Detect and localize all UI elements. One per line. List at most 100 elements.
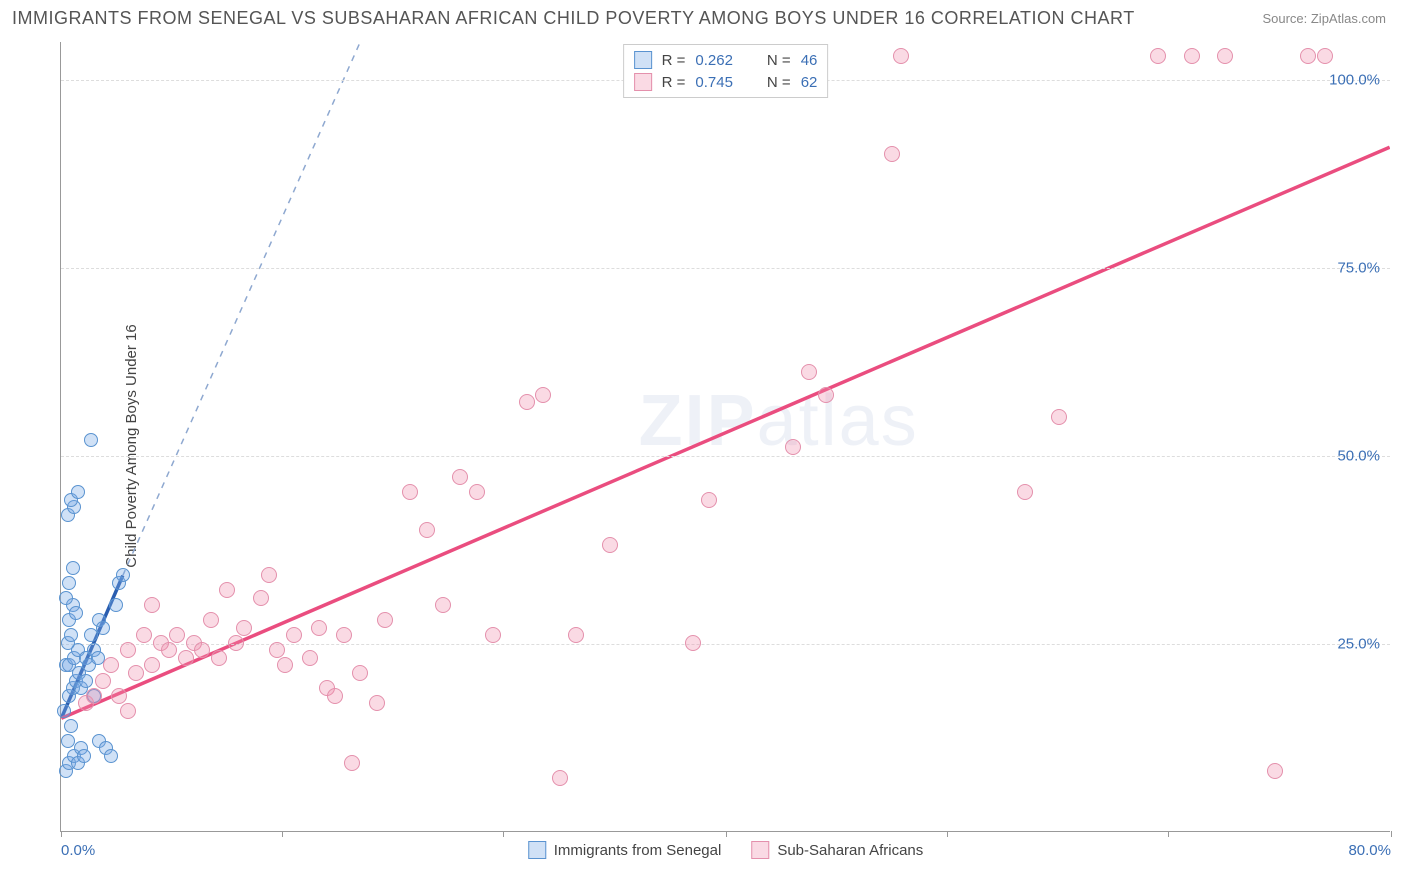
data-point xyxy=(61,734,75,748)
data-point xyxy=(685,635,701,651)
data-point xyxy=(369,695,385,711)
data-point xyxy=(64,628,78,642)
data-point xyxy=(1184,48,1200,64)
data-point xyxy=(519,394,535,410)
x-tick xyxy=(1168,831,1169,837)
data-point xyxy=(116,568,130,582)
y-tick-label: 100.0% xyxy=(1329,71,1380,88)
data-point xyxy=(144,597,160,613)
data-point xyxy=(1051,409,1067,425)
source-label: Source: ZipAtlas.com xyxy=(1262,11,1386,26)
data-point xyxy=(111,688,127,704)
data-point xyxy=(96,621,110,635)
legend-n-label: N = xyxy=(767,52,791,69)
data-point xyxy=(59,591,73,605)
legend-series-label: Sub-Saharan Africans xyxy=(777,842,923,859)
x-tick xyxy=(947,831,948,837)
legend-swatch xyxy=(634,73,652,91)
scatter-chart: ZIPatlas R =0.262N =46R =0.745N =62 Immi… xyxy=(60,42,1390,832)
data-point xyxy=(109,598,123,612)
legend-n-value: 46 xyxy=(801,52,818,69)
data-point xyxy=(352,665,368,681)
data-point xyxy=(178,650,194,666)
data-point xyxy=(64,719,78,733)
data-point xyxy=(344,755,360,771)
data-point xyxy=(79,674,93,688)
data-point xyxy=(435,597,451,613)
data-point xyxy=(203,612,219,628)
data-point xyxy=(128,665,144,681)
data-point xyxy=(103,657,119,673)
data-point xyxy=(71,485,85,499)
x-tick xyxy=(503,831,504,837)
watermark: ZIPatlas xyxy=(639,380,919,462)
trend-lines-svg xyxy=(61,42,1390,831)
data-point xyxy=(277,657,293,673)
data-point xyxy=(169,627,185,643)
legend-r-value: 0.262 xyxy=(695,52,733,69)
data-point xyxy=(120,703,136,719)
legend-top-row: R = 0.262 N = 46 xyxy=(634,49,818,71)
x-tick xyxy=(61,831,62,837)
data-point xyxy=(701,492,717,508)
legend-r-label: R = xyxy=(662,74,686,91)
data-point xyxy=(1150,48,1166,64)
data-point xyxy=(568,627,584,643)
data-point xyxy=(261,567,277,583)
data-point xyxy=(884,146,900,162)
data-point xyxy=(269,642,285,658)
legend-swatch xyxy=(751,841,769,859)
legend-bottom: Immigrants from Senegal Sub-Saharan Afric… xyxy=(528,841,924,859)
data-point xyxy=(104,749,118,763)
x-tick xyxy=(1391,831,1392,837)
data-point xyxy=(1017,484,1033,500)
data-point xyxy=(228,635,244,651)
data-point xyxy=(219,582,235,598)
data-point xyxy=(327,688,343,704)
legend-swatch xyxy=(528,841,546,859)
data-point xyxy=(785,439,801,455)
data-point xyxy=(77,749,91,763)
x-tick xyxy=(282,831,283,837)
gridline xyxy=(61,268,1390,269)
data-point xyxy=(469,484,485,500)
data-point xyxy=(311,620,327,636)
data-point xyxy=(66,561,80,575)
x-tick-label: 80.0% xyxy=(1348,842,1391,859)
data-point xyxy=(84,433,98,447)
legend-r-label: R = xyxy=(662,52,686,69)
legend-bottom-item: Immigrants from Senegal xyxy=(528,841,722,859)
data-point xyxy=(86,688,102,704)
data-point xyxy=(535,387,551,403)
gridline xyxy=(61,456,1390,457)
data-point xyxy=(120,642,136,658)
data-point xyxy=(336,627,352,643)
legend-top: R = 0.262 N = 46 R =0.745N =62 xyxy=(623,44,829,98)
chart-header: IMMIGRANTS FROM SENEGAL VS SUBSAHARAN AF… xyxy=(0,0,1406,33)
data-point xyxy=(253,590,269,606)
x-tick-label: 0.0% xyxy=(61,842,95,859)
data-point xyxy=(161,642,177,658)
data-point xyxy=(893,48,909,64)
legend-bottom-item: Sub-Saharan Africans xyxy=(751,841,923,859)
data-point xyxy=(377,612,393,628)
gridline xyxy=(61,644,1390,645)
data-point xyxy=(552,770,568,786)
legend-series-label: Immigrants from Senegal xyxy=(554,842,722,859)
x-tick xyxy=(726,831,727,837)
data-point xyxy=(69,606,83,620)
chart-title: IMMIGRANTS FROM SENEGAL VS SUBSAHARAN AF… xyxy=(12,8,1135,29)
data-point xyxy=(95,673,111,689)
data-point xyxy=(818,387,834,403)
data-point xyxy=(194,642,210,658)
data-point xyxy=(302,650,318,666)
y-tick-label: 50.0% xyxy=(1337,447,1380,464)
data-point xyxy=(1317,48,1333,64)
data-point xyxy=(1217,48,1233,64)
data-point xyxy=(452,469,468,485)
legend-top-row: R =0.745N =62 xyxy=(634,71,818,93)
data-point xyxy=(57,704,71,718)
data-point xyxy=(485,627,501,643)
y-tick-label: 25.0% xyxy=(1337,635,1380,652)
y-tick-label: 75.0% xyxy=(1337,259,1380,276)
